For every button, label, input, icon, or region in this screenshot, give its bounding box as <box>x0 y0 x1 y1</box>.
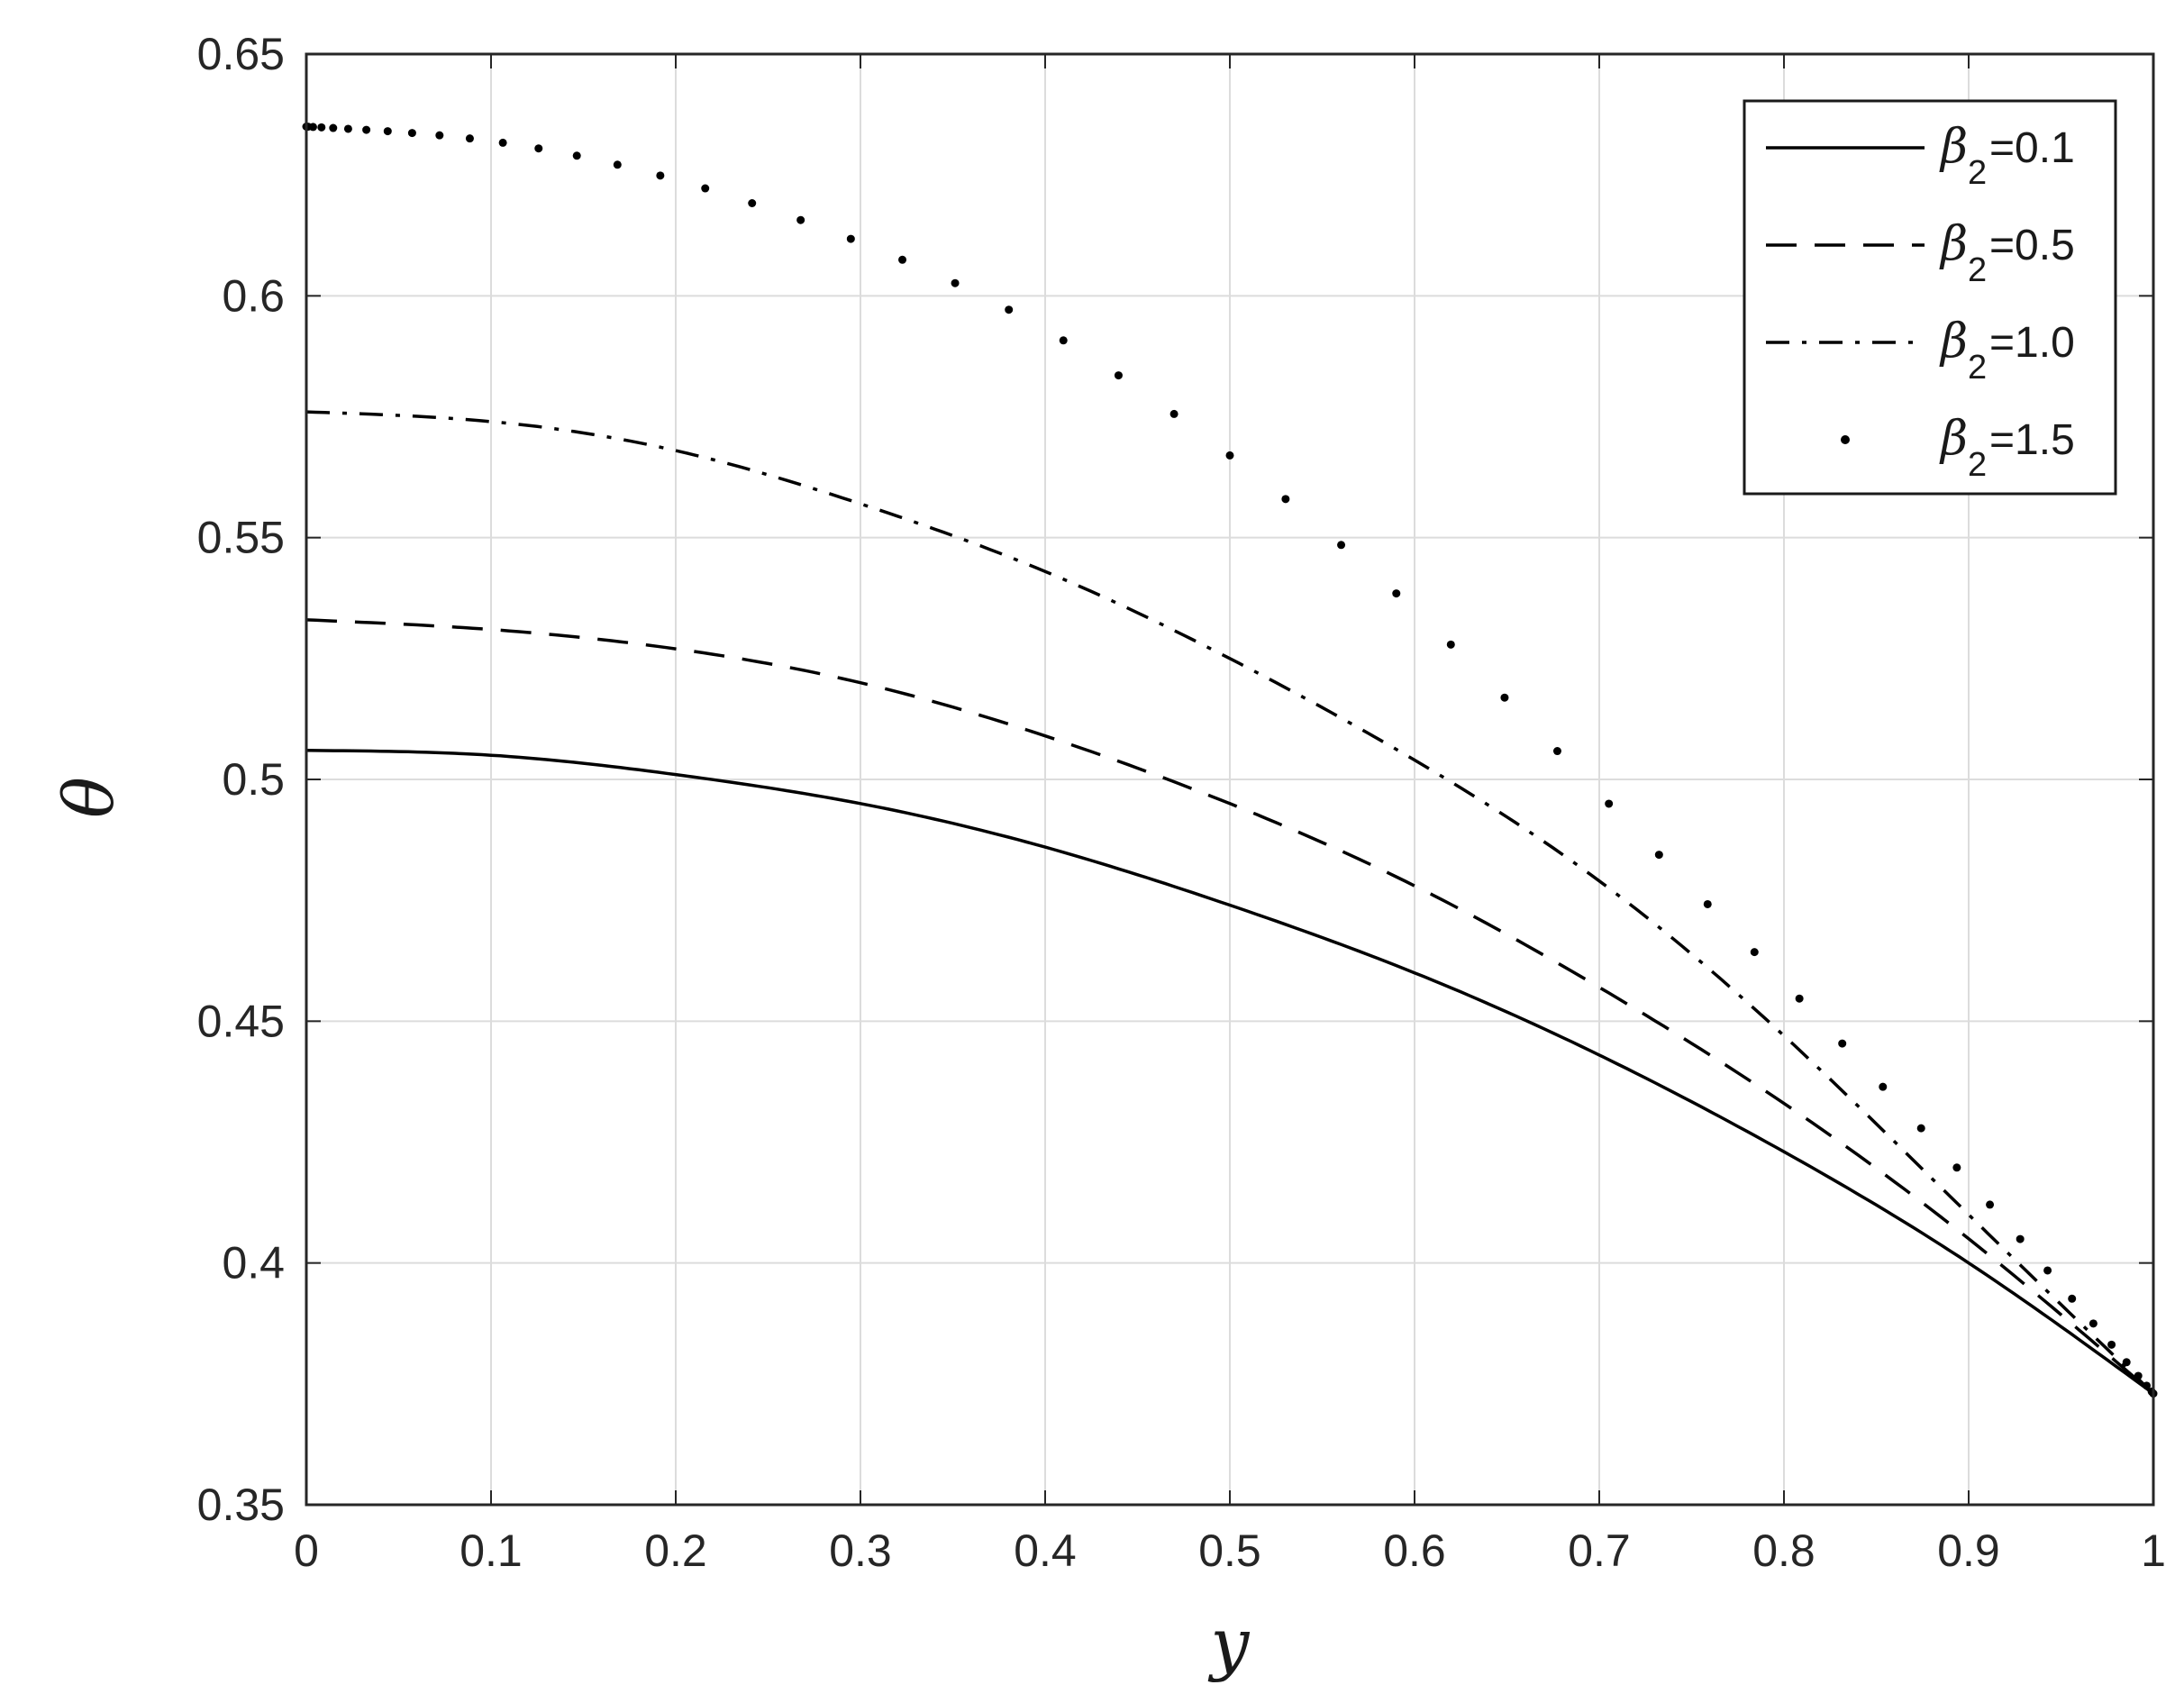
series-point-beta2-1p5 <box>1500 693 1509 702</box>
series-line-solid <box>305 749 2155 1396</box>
plot-series <box>302 123 2158 1398</box>
y-tick-label: 0.55 <box>197 513 285 563</box>
series-line-dashdot <box>305 410 2155 1395</box>
series-point-beta2-1p5 <box>317 123 326 132</box>
y-axis-title: θ <box>49 777 129 818</box>
series-point-beta2-1p5 <box>2143 1381 2152 1390</box>
series-point-beta2-1p5 <box>2134 1371 2143 1380</box>
legend-subscript: 2 <box>1968 154 1987 192</box>
series-point-beta2-1p5 <box>1114 371 1123 380</box>
series-point-beta2-1p5 <box>1281 495 1290 504</box>
series-point-beta2-1p5 <box>951 278 960 287</box>
series-point-beta2-1p5 <box>362 125 371 134</box>
legend-value-label: =1.5 <box>1989 416 2075 464</box>
series-point-beta2-1p5 <box>572 151 581 160</box>
legend: β 2=0.1β 2=0.5β 2=1.0β 2=1.5 <box>1743 99 2117 496</box>
legend-value-label: =0.1 <box>1989 124 2075 172</box>
series-point-beta2-1p5 <box>1654 851 1663 860</box>
series-point-beta2-1p5 <box>435 131 444 140</box>
series-point-beta2-1p5 <box>329 123 338 132</box>
series-point-beta2-1p5 <box>1838 1039 1847 1048</box>
legend-subscript: 2 <box>1968 446 1987 484</box>
series-point-beta2-1p5 <box>534 144 543 153</box>
legend-box <box>1743 99 2117 496</box>
x-tick-label: 0.6 <box>1383 1525 1446 1576</box>
series-point-beta2-1p5 <box>1337 541 1346 550</box>
legend-symbol: β <box>1939 412 1968 466</box>
series-point-beta2-1p5 <box>1005 305 1014 314</box>
series-point-beta2-1p5 <box>2068 1294 2077 1303</box>
series-point-beta2-1p5 <box>383 127 392 136</box>
axis-ticks: 0 0.1 0.2 0.3 0.4 0.5 0.6 0.7 0.8 0.9 1 0.35 0.4 0.45… <box>197 29 2166 1576</box>
legend-symbol: β <box>1939 120 1968 174</box>
series-line-dashed <box>305 618 2155 1395</box>
x-tick-label: 0.7 <box>1568 1525 1631 1576</box>
legend-symbol: β <box>1939 314 1968 369</box>
x-tick-label: 0.9 <box>1937 1525 2000 1576</box>
series-point-beta2-1p5 <box>1750 948 1759 957</box>
legend-value-label: =0.5 <box>1989 222 2075 269</box>
series-point-beta2-1p5 <box>1986 1200 1995 1209</box>
x-tick-label: 0.8 <box>1752 1525 1815 1576</box>
y-tick-label: 0.6 <box>222 270 285 321</box>
series-point-beta2-1p5 <box>2088 1319 2098 1328</box>
series-point-beta2-1p5 <box>1952 1163 1961 1172</box>
series-point-beta2-1p5 <box>2107 1340 2116 1349</box>
series-point-beta2-1p5 <box>1605 799 1614 808</box>
x-tick-label: 1 <box>2141 1525 2166 1576</box>
series-point-beta2-1p5 <box>701 184 710 193</box>
series-point-beta2-1p5 <box>1916 1124 1925 1133</box>
y-tick-label: 0.35 <box>197 1480 285 1530</box>
series-point-beta2-1p5 <box>1392 589 1401 598</box>
x-axis-title: y <box>1208 1603 1251 1683</box>
x-tick-label: 0 <box>294 1525 319 1576</box>
legend-subscript: 2 <box>1968 251 1987 289</box>
legend-symbol: β <box>1939 217 1968 271</box>
y-tick-label: 0.45 <box>197 996 285 1046</box>
series-point-beta2-1p5 <box>1169 409 1178 418</box>
series-point-beta2-1p5 <box>656 171 665 180</box>
y-tick-label: 0.4 <box>222 1238 285 1289</box>
x-tick-label: 0.1 <box>460 1525 523 1576</box>
series-point-beta2-1p5 <box>846 234 855 243</box>
series-point-beta2-1p5 <box>1795 994 1804 1003</box>
series-point-beta2-1p5 <box>613 160 622 169</box>
series-point-beta2-1p5 <box>2016 1234 2025 1243</box>
series-point-beta2-1p5 <box>748 198 757 207</box>
series-point-beta2-1p5 <box>465 134 474 143</box>
series-point-beta2-1p5 <box>796 215 805 224</box>
series-point-beta2-1p5 <box>1225 451 1234 460</box>
series-point-beta2-1p5 <box>1552 747 1561 756</box>
series-point-beta2-1p5 <box>498 138 507 147</box>
legend-value-label: =1.0 <box>1989 319 2075 367</box>
x-tick-label: 0.3 <box>829 1525 892 1576</box>
legend-subscript: 2 <box>1968 349 1987 387</box>
series-point-beta2-1p5 <box>898 255 907 264</box>
series-point-beta2-1p5 <box>1703 899 1712 908</box>
series-point-beta2-1p5 <box>1059 336 1068 345</box>
series-point-beta2-1p5 <box>308 123 317 132</box>
legend-marker <box>1841 435 1850 444</box>
y-tick-label: 0.5 <box>222 754 285 805</box>
series-point-beta2-1p5 <box>1879 1082 1888 1091</box>
series-point-beta2-1p5 <box>407 129 416 138</box>
series-point-beta2-1p5 <box>1446 640 1455 649</box>
x-tick-label: 0.4 <box>1014 1525 1077 1576</box>
y-tick-label: 0.65 <box>197 29 285 79</box>
series-point-beta2-1p5 <box>2122 1358 2131 1367</box>
series-point-beta2-1p5 <box>2043 1266 2052 1275</box>
series-point-beta2-1p5 <box>343 124 352 133</box>
x-tick-label: 0.2 <box>644 1525 707 1576</box>
x-tick-label: 0.5 <box>1198 1525 1261 1576</box>
